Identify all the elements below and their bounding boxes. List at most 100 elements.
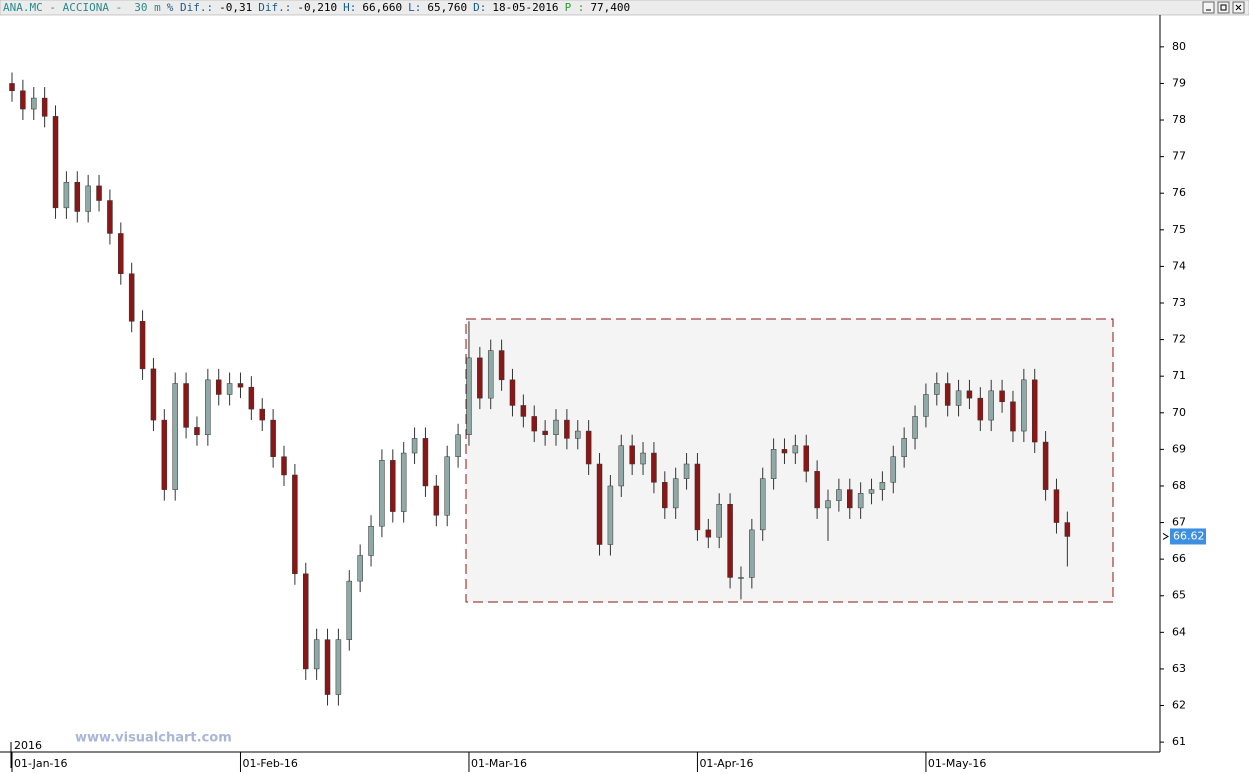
header-field-label: % Dif.: — [167, 1, 213, 14]
candle-body — [629, 445, 635, 465]
candle-body — [1031, 379, 1038, 443]
header-field-value: -0,31 — [219, 1, 252, 14]
candle-body — [161, 419, 168, 490]
candle-body — [324, 639, 331, 695]
candle-body — [422, 438, 429, 487]
candle-body — [955, 390, 962, 406]
candle-body — [781, 449, 788, 454]
header-field-label: D: — [473, 1, 486, 14]
x-tick-label: 01-Apr-16 — [699, 757, 753, 770]
candle-body — [128, 273, 135, 322]
candle-body — [770, 449, 777, 479]
candle-body — [52, 116, 59, 209]
watermark: www.visualchart.com — [75, 731, 232, 746]
header-bar — [0, 0, 1249, 16]
candle-body — [542, 430, 548, 435]
candle-body — [455, 434, 461, 457]
candle-body — [585, 430, 592, 465]
candle-body — [1010, 401, 1016, 432]
header-field-value: 65,760 — [427, 1, 467, 14]
candle-body — [977, 397, 984, 421]
candle-body — [487, 350, 494, 399]
candle-body — [248, 386, 255, 410]
candle-body — [63, 181, 70, 209]
y-tick-label: 76 — [1172, 186, 1186, 199]
candle-body — [172, 383, 178, 490]
y-tick-label: 65 — [1172, 589, 1186, 602]
header-field-label: L: — [408, 1, 421, 14]
candle-body — [466, 357, 472, 435]
candle-body — [564, 419, 570, 439]
minimize-button[interactable] — [1202, 1, 1215, 14]
candle-body — [215, 379, 222, 395]
candle-body — [640, 452, 646, 465]
candle-body — [357, 555, 363, 582]
candle-body — [607, 485, 614, 545]
y-tick-label: 67 — [1172, 516, 1186, 529]
candle-body — [270, 419, 276, 457]
x-tick-label: 01-Mar-16 — [471, 757, 527, 770]
candle-body — [9, 83, 15, 91]
candle-body — [85, 185, 91, 212]
x-tick-label: 01-May-16 — [928, 757, 986, 770]
candle-body — [923, 394, 929, 417]
y-tick-label: 75 — [1172, 223, 1186, 236]
y-tick-label: 73 — [1172, 296, 1186, 309]
candle-body — [901, 438, 907, 457]
candle-body — [847, 489, 853, 509]
candle-body — [825, 500, 831, 509]
header-field-value: -0,210 — [297, 1, 337, 14]
last-price-label: 66.62 — [1173, 529, 1205, 542]
candle-body — [379, 460, 385, 527]
candle-body — [596, 463, 603, 545]
candle-body — [520, 405, 527, 417]
header-field-label: P : — [565, 1, 585, 14]
candle-body — [150, 368, 157, 421]
candle-body — [531, 416, 537, 432]
maximize-button[interactable] — [1217, 1, 1230, 14]
candle-body — [433, 485, 440, 516]
candle-body — [194, 427, 200, 435]
candle-body — [879, 482, 886, 490]
candle-body — [411, 438, 418, 454]
y-tick-label: 64 — [1172, 625, 1186, 638]
candle-body — [1042, 441, 1049, 490]
y-tick-label: 69 — [1172, 442, 1186, 455]
y-tick-label: 74 — [1172, 259, 1186, 272]
candle-body — [792, 445, 799, 454]
candle-body — [237, 383, 244, 388]
window-buttons[interactable] — [1202, 1, 1245, 14]
candle-body — [803, 445, 809, 472]
range-box — [465, 318, 1114, 603]
candle-body — [705, 529, 712, 538]
candle-body — [292, 474, 298, 575]
y-tick-label: 63 — [1172, 662, 1186, 675]
y-tick-label: 62 — [1172, 699, 1186, 712]
candle-body — [672, 478, 679, 509]
candle-body — [368, 525, 374, 556]
x-tick-label: 01-Jan-16 — [14, 757, 68, 770]
header-field-value: 18-05-2016 — [492, 1, 558, 14]
y-tick-label: 70 — [1172, 406, 1186, 419]
candle-body — [749, 529, 755, 578]
candle-body — [346, 580, 353, 640]
candle-body — [477, 357, 483, 399]
candle-body — [31, 97, 37, 110]
candle-body — [20, 90, 26, 110]
candle-body — [498, 350, 505, 381]
header-symbol: ANA.MC - ACCIONA - — [3, 1, 122, 14]
candle-body — [41, 97, 48, 117]
candle-body — [509, 379, 516, 406]
candle-body — [966, 390, 973, 399]
candle-body — [335, 639, 342, 695]
candle-body — [107, 200, 113, 234]
y-tick-label: 72 — [1172, 333, 1186, 346]
candle-body — [944, 383, 951, 406]
y-tick-label: 61 — [1172, 735, 1186, 748]
candle-body — [139, 321, 146, 370]
candle-body — [890, 456, 897, 483]
candle-body — [857, 493, 864, 509]
candle-body — [205, 379, 211, 435]
candle-body — [575, 430, 581, 439]
